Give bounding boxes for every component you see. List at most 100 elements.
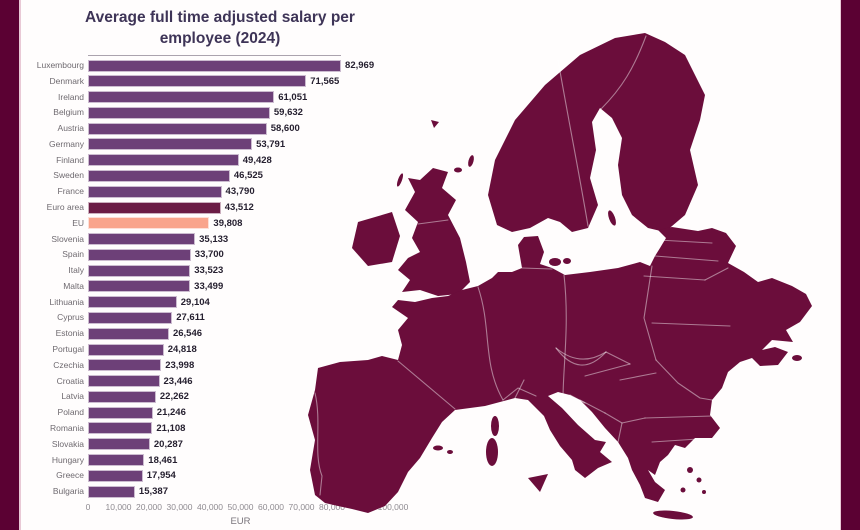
map-faroe xyxy=(431,120,439,128)
bar-value-label: 23,998 xyxy=(165,359,195,371)
map-balearics xyxy=(433,445,443,451)
bar-value-label: 20,287 xyxy=(153,438,183,450)
bar-value-label: 22,262 xyxy=(159,391,189,403)
bar-category-label: France xyxy=(57,186,84,197)
left-pillar-edge xyxy=(19,0,21,530)
left-pillar xyxy=(0,0,19,530)
bar-value-label: 82,969 xyxy=(345,60,375,71)
bar-portugal xyxy=(88,343,164,356)
bar-germany xyxy=(88,138,253,151)
bar-category-label: Luxembourg xyxy=(36,60,84,70)
bar-spain xyxy=(88,248,191,261)
bar-austria xyxy=(88,122,267,135)
map-balearics-2 xyxy=(447,450,453,454)
x-tick-label: 80,000 xyxy=(319,502,345,512)
bar-category-label: Sweden xyxy=(53,170,84,181)
bar-value-label: 59,632 xyxy=(273,107,303,119)
map-aegean-island xyxy=(702,490,706,494)
map-sicily xyxy=(528,474,548,492)
europe-map xyxy=(308,33,812,520)
bar-value-label: 21,108 xyxy=(156,422,186,434)
bar-category-label: Malta xyxy=(63,280,84,291)
bar-category-label: EU xyxy=(72,217,84,228)
bar-value-label: 71,565 xyxy=(310,75,340,87)
map-great-britain xyxy=(398,168,470,296)
bar-eu xyxy=(88,217,210,230)
map-ireland xyxy=(352,212,400,266)
bar-category-label: Greece xyxy=(56,470,84,481)
bar-value-label: 35,133 xyxy=(199,233,229,245)
bar-category-label: Lithuania xyxy=(49,296,84,307)
bar-belgium xyxy=(88,106,270,119)
bar-category-label: Bulgaria xyxy=(52,486,84,497)
bar-value-label: 23,446 xyxy=(163,375,193,387)
bar-malta xyxy=(88,280,191,293)
map-shetland xyxy=(468,155,474,167)
bar-sweden xyxy=(88,169,230,182)
bar-category-label: Poland xyxy=(57,407,84,418)
bar-poland xyxy=(88,406,153,419)
x-tick-label: 30,000 xyxy=(166,502,193,512)
bar-finland xyxy=(88,154,239,167)
x-tick-label: 20,000 xyxy=(136,502,162,512)
map-gotland xyxy=(608,210,616,226)
right-pillar xyxy=(841,0,860,530)
bar-slovakia xyxy=(88,438,150,451)
bar-italy xyxy=(88,264,191,277)
bar-croatia xyxy=(88,375,160,388)
bar-category-label: Belgium xyxy=(53,107,84,118)
bar-hungary xyxy=(88,454,145,466)
title-underline xyxy=(88,55,341,56)
bar-category-label: Croatia xyxy=(56,375,84,386)
bar-value-label: 39,808 xyxy=(213,217,243,229)
bar-value-label: 46,525 xyxy=(233,170,263,182)
map-danish-isles-2 xyxy=(563,258,571,264)
bar-slovenia xyxy=(88,233,196,246)
map-hebrides xyxy=(396,173,404,187)
bar-estonia xyxy=(88,327,169,340)
bar-value-label: 43,790 xyxy=(225,186,255,198)
bar-category-label: Romania xyxy=(49,422,84,433)
bar-luxembourg xyxy=(88,59,342,72)
x-tick-label: 50,000 xyxy=(227,502,254,512)
x-axis-title: EUR xyxy=(230,516,251,527)
bar-latvia xyxy=(88,390,156,403)
bar-greece xyxy=(88,469,143,482)
bar-value-label: 17,954 xyxy=(146,470,176,482)
bar-category-label: Cyprus xyxy=(57,312,84,323)
bar-category-label: Hungary xyxy=(51,454,84,465)
x-tick-label: 10,000 xyxy=(105,502,132,512)
bar-category-label: Austria xyxy=(57,123,84,134)
bar-category-label: Finland xyxy=(56,154,84,165)
bar-value-label: 53,791 xyxy=(256,138,286,150)
map-aegean-island xyxy=(696,477,702,483)
chart-title: Average full time adjusted salary per em… xyxy=(85,9,355,47)
bar-lithuania xyxy=(88,296,177,309)
bar-cyprus xyxy=(88,311,173,324)
map-crete xyxy=(653,510,693,520)
map-aegean-island xyxy=(687,467,693,473)
bar-france xyxy=(88,185,222,198)
map-corsica xyxy=(491,416,499,436)
bar-value-label: 24,818 xyxy=(167,344,197,356)
bar-value-label: 33,700 xyxy=(194,249,224,261)
bar-value-label: 27,611 xyxy=(176,312,205,324)
map-country-borders xyxy=(314,35,731,496)
map-crimea-tip xyxy=(792,355,802,361)
bar-value-label: 61,051 xyxy=(278,91,308,103)
bar-category-label: Germany xyxy=(49,138,84,149)
bar-category-label: Czechia xyxy=(53,359,84,370)
bar-category-label: Slovakia xyxy=(51,438,84,449)
x-tick-label: 70,000 xyxy=(288,502,315,512)
x-tick-label: 60,000 xyxy=(258,502,284,512)
bar-value-label: 33,499 xyxy=(194,280,224,292)
bar-category-label: Denmark xyxy=(49,75,84,86)
bar-category-label: Ireland xyxy=(58,91,84,102)
map-sardinia xyxy=(486,438,498,466)
bar-value-label: 49,428 xyxy=(242,154,272,166)
x-tick-label: 40,000 xyxy=(197,502,223,512)
x-tick-label: 100,000 xyxy=(377,502,409,512)
bar-denmark xyxy=(88,75,307,88)
bar-value-label: 15,387 xyxy=(138,486,168,498)
